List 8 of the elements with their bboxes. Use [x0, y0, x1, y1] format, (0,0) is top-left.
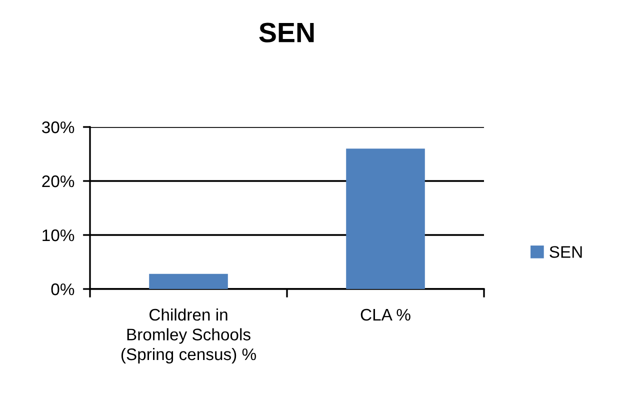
- y-tick-label: 0%: [51, 283, 74, 296]
- y-tick-label: 20%: [42, 175, 74, 188]
- y-tick-label: 10%: [42, 229, 74, 242]
- x-tick-label: Children in Bromley Schools (Spring census) %: [121, 308, 256, 364]
- y-tick-label: 30%: [42, 121, 74, 134]
- legend-label: SEN: [550, 246, 582, 258]
- x-tick-label: CLA %: [360, 308, 410, 321]
- chart-title: SEN: [259, 22, 314, 42]
